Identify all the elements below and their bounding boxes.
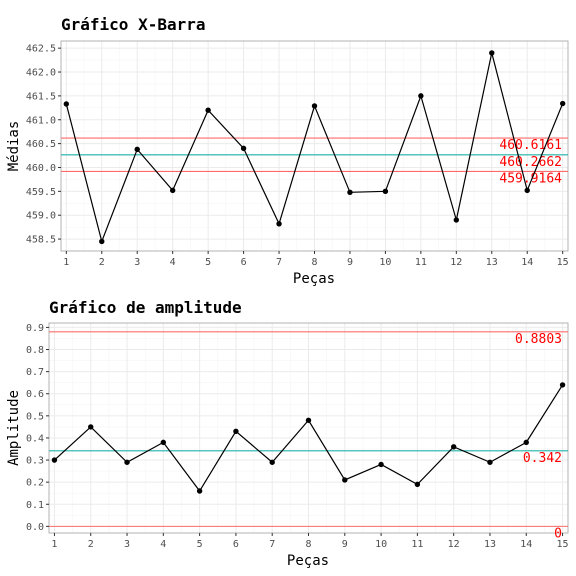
xbar-data-point (559, 100, 566, 107)
xbar-y-tick-label: 461.5 (26, 91, 56, 102)
amplitude-reference-label: 0.8803 (515, 332, 562, 347)
amplitude-data-point (51, 457, 58, 463)
amplitude-data-point (196, 488, 203, 494)
xbar-y-tick-label: 459.5 (26, 187, 56, 198)
amplitude-data-point (450, 444, 457, 450)
amplitude-x-tick-label: 1 (51, 539, 57, 550)
amplitude-y-tick-label: 0.0 (26, 522, 44, 533)
xbar-y-tick-label: 461.0 (26, 115, 56, 126)
xbar-data-point (453, 217, 460, 223)
amplitude-data-point (559, 382, 566, 388)
xbar-x-tick-label: 6 (241, 257, 247, 268)
xbar-data-point (382, 188, 389, 195)
xbar-x-tick-label: 2 (99, 257, 105, 268)
xbar-reference-label: 459.9164 (499, 171, 562, 186)
amplitude-y-tick-label: 0.1 (26, 500, 44, 511)
amplitude-data-point (160, 439, 167, 446)
xbar-x-tick-label: 13 (486, 257, 498, 268)
xbar-y-tick-label: 458.5 (26, 235, 56, 246)
xbar-x-tick-label: 5 (205, 257, 211, 268)
xbar-data-point (99, 238, 105, 245)
xbar-x-tick-label: 7 (276, 257, 282, 268)
xbar-x-tick-label: 8 (311, 257, 317, 268)
xbar-x-tick-label: 11 (415, 257, 427, 268)
amplitude-x-tick-label: 4 (160, 539, 166, 550)
amplitude-x-tick-label: 9 (342, 539, 348, 550)
xbar-data-point (347, 189, 353, 195)
amplitude-data-point (487, 459, 493, 465)
amplitude-data-point (233, 428, 239, 435)
amplitude-x-tick-label: 8 (305, 539, 311, 550)
xbar-y-tick-label: 459.0 (26, 211, 56, 222)
amplitude-y-axis-title: Amplitude (6, 390, 22, 466)
amplitude-reference-label: 0 (554, 526, 562, 541)
amplitude-x-tick-label: 11 (411, 539, 423, 550)
xbar-x-tick-label: 1 (63, 257, 69, 268)
amplitude-y-tick-label: 0.9 (26, 323, 44, 334)
xbar-data-point (240, 145, 247, 152)
amplitude-x-axis-title: Peças (287, 553, 329, 569)
xbar-data-point (169, 187, 176, 194)
xbar-x-tick-label: 14 (521, 257, 533, 268)
amplitude-data-point (269, 459, 275, 465)
xbar-data-point (418, 93, 424, 99)
amplitude-x-tick-label: 13 (484, 539, 496, 550)
amplitude-x-tick-label: 2 (88, 539, 94, 550)
xbar-chart-title: Gráfico X-Barra (61, 15, 206, 34)
xbar-data-point (524, 187, 530, 194)
xbar-data-point (134, 146, 140, 153)
amplitude-y-tick-label: 0.8 (26, 345, 44, 356)
amplitude-data-point (124, 459, 130, 465)
amplitude-y-tick-label: 0.7 (26, 367, 44, 378)
xbar-y-axis-title: Médias (6, 121, 22, 172)
xbar-data-point (311, 103, 318, 109)
amplitude-reference-label: 0.342 (523, 451, 562, 466)
xbar-reference-label: 460.6161 (499, 138, 562, 153)
amplitude-data-point (523, 439, 529, 446)
amplitude-x-tick-label: 14 (520, 539, 532, 550)
amplitude-x-tick-label: 15 (557, 539, 569, 550)
amplitude-x-tick-label: 10 (375, 539, 387, 550)
xbar-data-point (489, 50, 495, 56)
amplitude-data-point (305, 417, 312, 423)
amplitude-y-tick-label: 0.6 (26, 389, 44, 400)
amplitude-y-tick-label: 0.5 (26, 411, 44, 422)
xbar-x-tick-label: 15 (557, 257, 569, 268)
amplitude-x-tick-label: 12 (448, 539, 460, 550)
xbar-x-tick-label: 9 (347, 257, 353, 268)
amplitude-x-tick-label: 7 (269, 539, 275, 550)
xbar-y-tick-label: 462.5 (26, 44, 56, 55)
xbar-x-tick-label: 10 (379, 257, 391, 268)
amplitude-y-tick-label: 0.4 (26, 433, 44, 444)
amplitude-x-tick-label: 6 (233, 539, 239, 550)
amplitude-y-tick-label: 0.2 (26, 478, 44, 489)
amplitude-chart-title: Gráfico de amplitude (49, 298, 242, 317)
xbar-y-tick-label: 462.0 (26, 68, 56, 79)
xbar-data-point (205, 107, 211, 113)
xbar-data-point (276, 221, 282, 227)
amplitude-data-point (414, 481, 421, 488)
amplitude-data-point (88, 424, 94, 430)
xbar-x-tick-label: 3 (134, 257, 140, 268)
xbar-y-tick-label: 460.5 (26, 139, 56, 150)
amplitude-chart: 0.00.10.20.30.40.50.60.70.80.91 2 3 4 5 6 7 8 9 1… (6, 298, 569, 569)
amplitude-x-tick-label: 5 (197, 539, 203, 550)
xbar-x-tick-label: 4 (170, 257, 176, 268)
xbar-chart: 458.5 459.0 459.5 460.0 460.5 461.0 461.5 462.0… (6, 15, 569, 287)
xbar-x-tick-label: 12 (450, 257, 462, 268)
amplitude-data-point (342, 477, 348, 483)
amplitude-x-tick-label: 3 (124, 539, 130, 550)
amplitude-data-point (378, 461, 384, 468)
xbar-reference-label: 460.2662 (499, 155, 562, 170)
xbar-x-axis-title: Peças (293, 271, 335, 287)
amplitude-y-tick-label: 0.3 (26, 456, 44, 467)
xbar-data-point (63, 101, 70, 107)
xbar-y-tick-label: 460.0 (26, 163, 56, 174)
